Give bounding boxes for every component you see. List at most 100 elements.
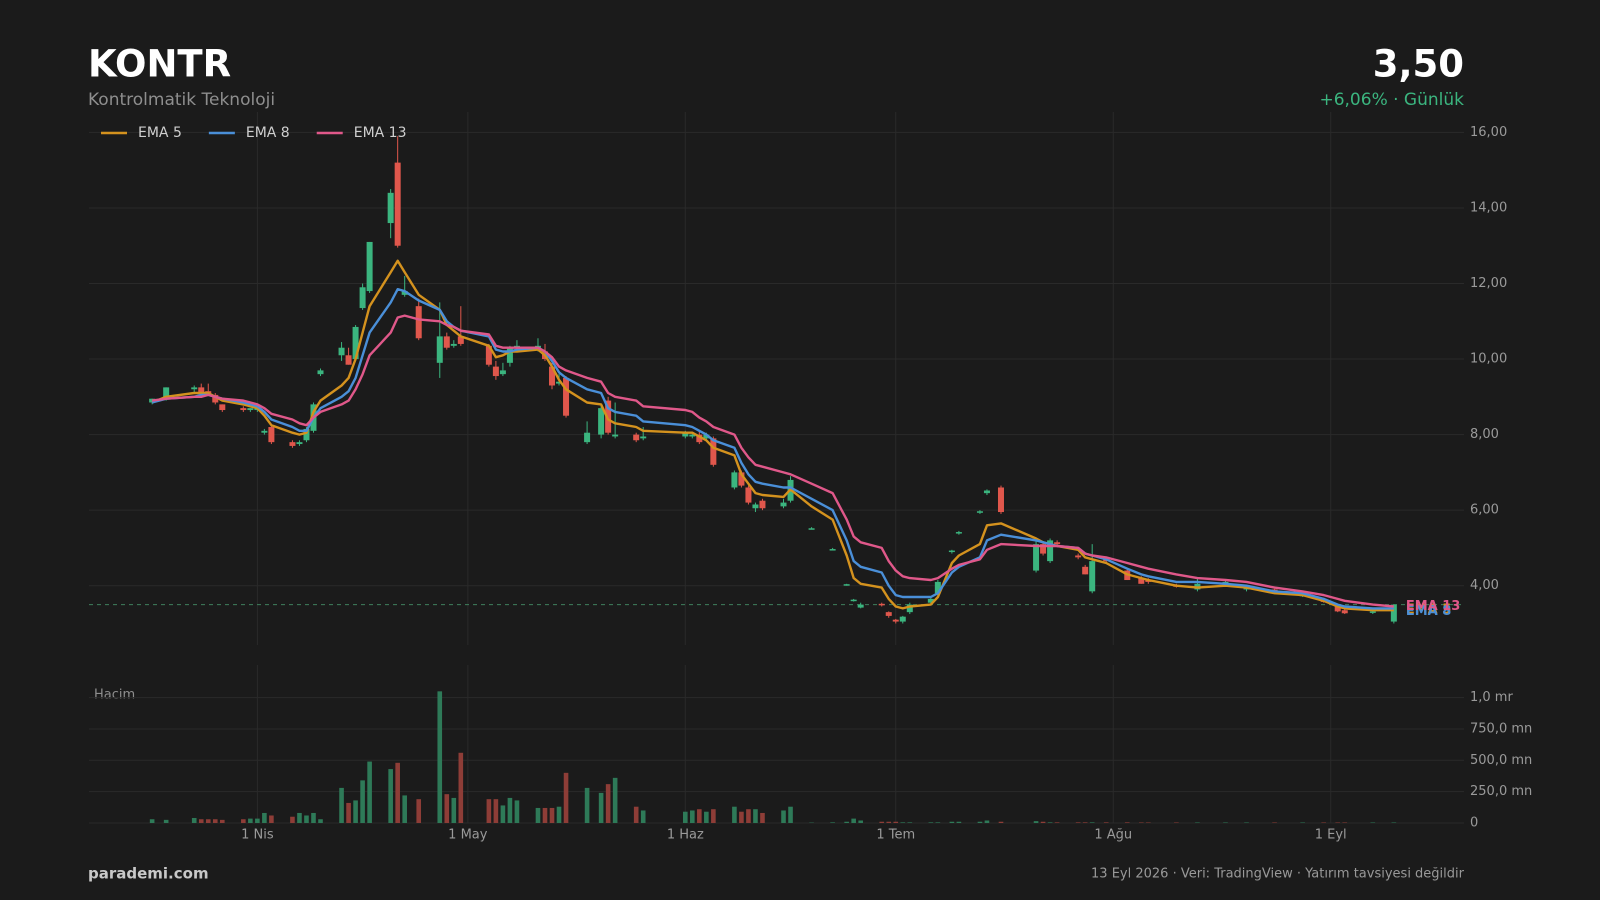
- volume-bar: [514, 800, 520, 823]
- volume-bar: [605, 784, 611, 823]
- candle-body: [710, 438, 717, 465]
- legend-label: EMA 5: [138, 125, 182, 141]
- volume-bar: [1244, 822, 1249, 823]
- candle-body: [598, 408, 605, 435]
- legend-label: EMA 13: [354, 125, 407, 141]
- volume-bar: [998, 821, 1004, 823]
- candle-body: [612, 434, 619, 437]
- ticker: KONTR: [88, 43, 231, 86]
- volume-bar: [297, 812, 302, 823]
- volume-label: Hacim: [94, 688, 135, 703]
- volume-bar: [507, 797, 513, 823]
- volume-bar: [683, 811, 688, 823]
- candle-body: [682, 432, 689, 437]
- volume-bar: [858, 820, 863, 823]
- candle-body: [696, 434, 703, 443]
- candle-body: [948, 550, 955, 553]
- volume-bar: [1089, 822, 1095, 823]
- candle-body: [605, 400, 612, 433]
- volume-bar: [1391, 822, 1397, 823]
- price-change: +6,06% · Günlük: [1319, 90, 1464, 110]
- volume-bar: [879, 821, 885, 823]
- volume-bar: [949, 821, 955, 823]
- volume-bar: [711, 809, 716, 823]
- volume-tick-label: 0: [1470, 816, 1478, 831]
- candle-body: [268, 427, 275, 443]
- candle-body: [640, 436, 647, 439]
- volume-bar: [402, 795, 407, 823]
- candle-body: [394, 162, 401, 246]
- candle-body: [401, 291, 408, 295]
- candle-body: [584, 432, 591, 443]
- volume-bar: [739, 811, 744, 823]
- candle-body: [857, 604, 864, 608]
- candle-body: [317, 370, 324, 375]
- candle-body: [1138, 578, 1145, 584]
- x-tick-label: 1 Nis: [241, 828, 274, 843]
- ema-end-label: EMA 13: [1406, 599, 1461, 614]
- ema-end-label: EMA 8: [1406, 604, 1451, 619]
- candle-body: [843, 584, 850, 586]
- candle-body: [289, 442, 296, 446]
- candle-body: [198, 387, 205, 394]
- volume-bar: [928, 822, 934, 823]
- candle-body: [738, 472, 745, 486]
- volume-bar: [444, 794, 450, 823]
- candle-body: [261, 430, 268, 433]
- volume-bar: [1082, 822, 1088, 823]
- volume-bar: [851, 818, 856, 823]
- volume-bar: [640, 810, 646, 823]
- volume-bar: [984, 820, 990, 823]
- volume-bar: [205, 819, 211, 823]
- volume-bar: [262, 812, 267, 823]
- volume-bar: [900, 822, 906, 823]
- volume-bar: [781, 810, 786, 823]
- volume-bar: [1335, 822, 1341, 823]
- ema-line: [151, 259, 1394, 612]
- volume-bar: [248, 818, 253, 823]
- candle-body: [892, 619, 899, 622]
- candle-body: [1040, 544, 1047, 554]
- volume-bar: [346, 802, 351, 823]
- volume-bar: [269, 815, 274, 823]
- volume-bar: [458, 752, 464, 823]
- candle-body: [934, 581, 941, 594]
- last-price: 3,50: [1373, 43, 1464, 86]
- candle-body: [338, 347, 345, 356]
- candle-body: [163, 387, 170, 399]
- volume-bar: [486, 799, 492, 823]
- volume-bar: [907, 822, 913, 823]
- candle-body: [212, 394, 219, 403]
- candle-body: [296, 442, 303, 445]
- x-tick-label: 1 Ağu: [1094, 828, 1132, 843]
- volume-bar: [339, 787, 344, 823]
- candle-body: [878, 603, 885, 606]
- candle-body: [731, 472, 738, 488]
- volume-bar: [1223, 822, 1228, 823]
- candle-body: [1033, 544, 1040, 571]
- candle-body: [759, 500, 766, 509]
- ema-line: [151, 314, 1394, 608]
- volume-bar: [542, 807, 548, 823]
- candle-body: [436, 336, 443, 363]
- volume-bar: [556, 806, 562, 823]
- volume-bar: [535, 807, 541, 823]
- volume-bar: [1054, 822, 1060, 823]
- volume-bar: [290, 816, 295, 823]
- volume-bar: [1047, 822, 1053, 823]
- candle-body: [1075, 555, 1082, 558]
- y-tick-label: 12,00: [1470, 276, 1507, 291]
- volume-tick-label: 750,0 mn: [1470, 721, 1532, 736]
- candle-body: [976, 511, 983, 513]
- volume-bar: [788, 806, 793, 823]
- volume-bar: [367, 761, 372, 823]
- y-tick-label: 4,00: [1470, 578, 1499, 593]
- volume-bar: [311, 812, 316, 823]
- candle-body: [955, 532, 962, 534]
- volume-bar: [690, 810, 695, 823]
- volume-bar: [388, 769, 393, 823]
- volume-bar: [1146, 822, 1151, 823]
- candle-body: [899, 616, 906, 622]
- volume-bar: [704, 811, 709, 823]
